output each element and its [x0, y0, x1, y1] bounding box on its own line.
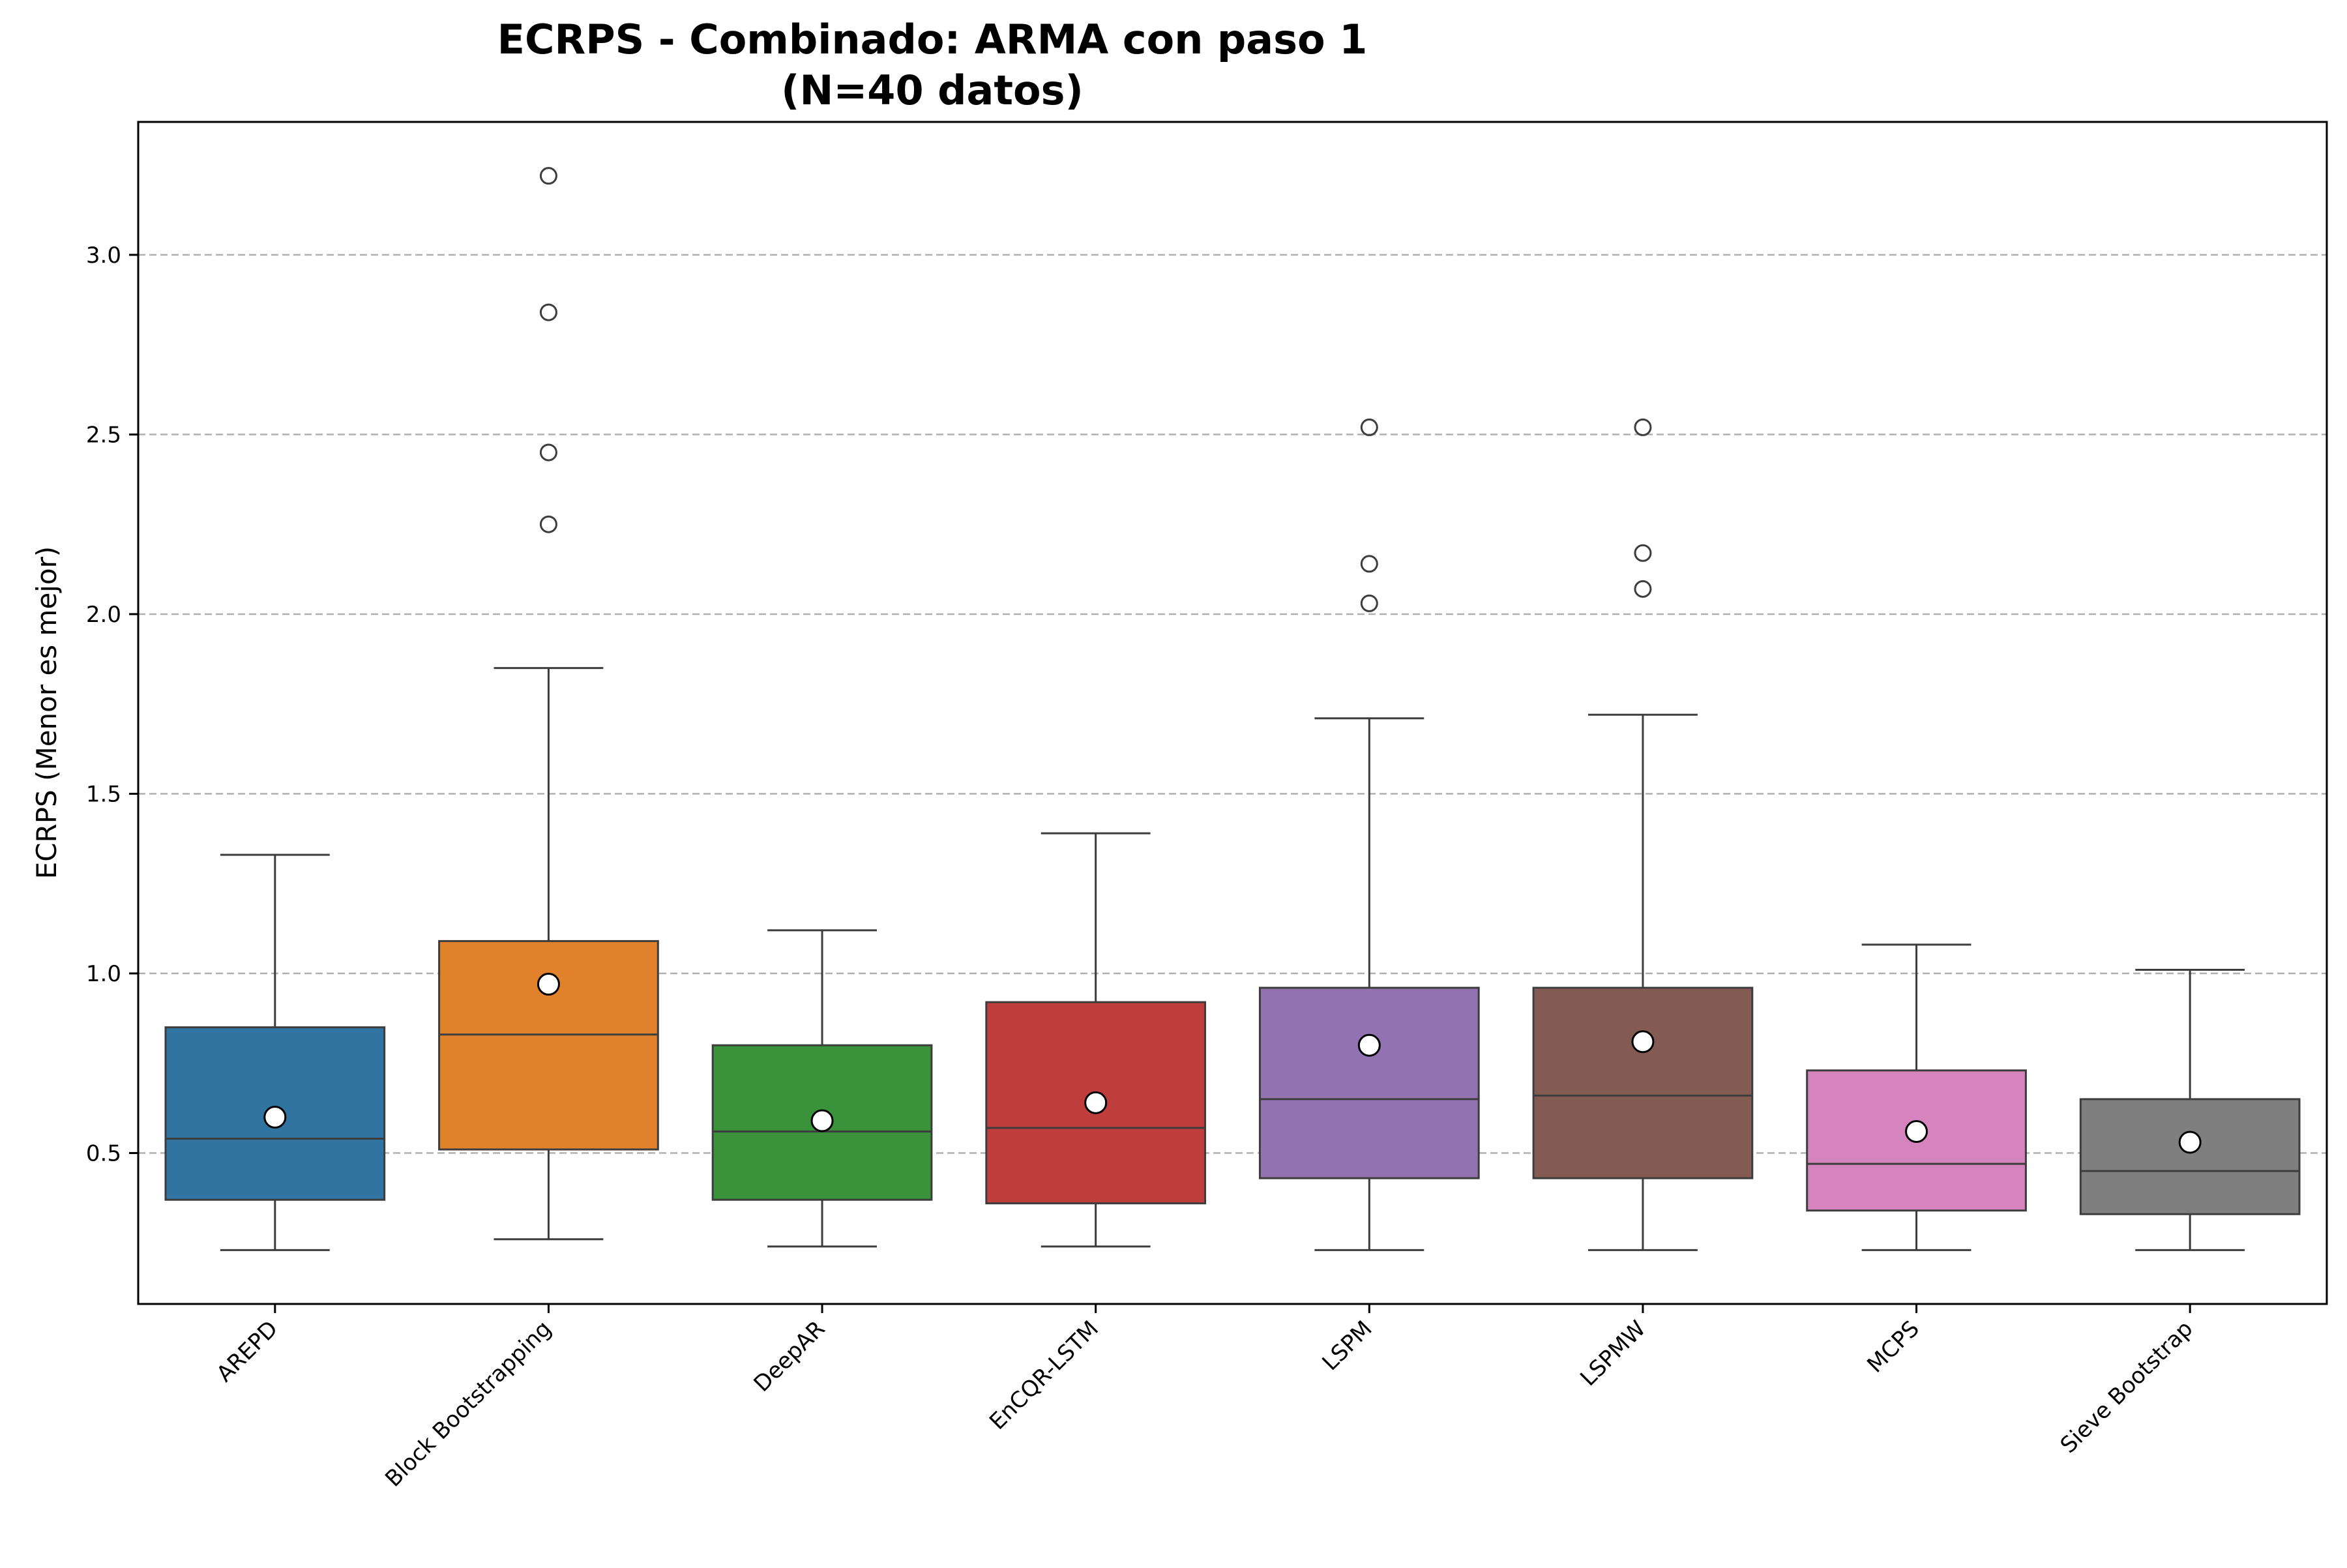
outlier-point [539, 443, 557, 462]
boxes [164, 167, 2301, 1251]
outlier-point [1360, 555, 1378, 573]
box-group [1532, 418, 1754, 1251]
mean-marker [2178, 1131, 2202, 1154]
y-tick-label: 2.5 [86, 422, 121, 448]
mean-marker [537, 973, 560, 996]
chart-subtitle: (N=40 datos) [781, 67, 1084, 114]
box-group [1258, 418, 1480, 1251]
y-axis-label: ECRPS (Menor es mejor) [31, 546, 63, 880]
outlier-point [1634, 544, 1652, 562]
y-tick-label: 2.0 [86, 602, 121, 628]
mean-marker [1357, 1033, 1381, 1057]
box-group [985, 832, 1207, 1248]
outlier-point [539, 167, 557, 185]
outlier-point [1634, 418, 1652, 436]
mean-marker [1631, 1030, 1655, 1054]
box-group [1806, 943, 2027, 1251]
y-tick-label: 1.5 [86, 781, 121, 807]
box-group [711, 929, 933, 1248]
mean-marker [810, 1109, 834, 1132]
outlier-point [1634, 580, 1652, 598]
mean-marker [263, 1105, 287, 1129]
outlier-point [539, 515, 557, 533]
plot-frame [137, 121, 2328, 1305]
y-tick-label: 1.0 [86, 961, 121, 987]
y-tick-label: 3.0 [86, 243, 121, 269]
iqr-box [1532, 986, 1754, 1179]
iqr-box [164, 1026, 386, 1201]
box-group [164, 853, 386, 1251]
y-tick-label: 0.5 [86, 1141, 121, 1167]
mean-marker [1084, 1091, 1108, 1114]
outlier-point [539, 303, 557, 321]
iqr-box [2079, 1098, 2301, 1215]
iqr-box [438, 939, 659, 1151]
mean-marker [1905, 1119, 1928, 1143]
box-group [438, 167, 659, 1241]
outlier-point [1360, 418, 1378, 436]
y-axis-ticks: 0.5 1.0 1.5 2.0 2.5 3.0 [86, 243, 138, 1167]
outlier-point [1360, 594, 1378, 612]
box-group [2079, 969, 2301, 1251]
iqr-box [1258, 986, 1480, 1179]
chart-title: ECRPS - Combinado: ARMA con paso 1 [497, 16, 1368, 63]
